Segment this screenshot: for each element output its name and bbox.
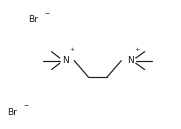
Text: −: −	[44, 10, 50, 15]
Text: −: −	[24, 103, 29, 108]
Text: Br: Br	[28, 15, 38, 25]
Text: Br: Br	[7, 108, 17, 117]
Text: +: +	[134, 47, 140, 52]
Text: N: N	[127, 56, 134, 65]
Text: N: N	[62, 56, 69, 65]
Text: +: +	[69, 47, 75, 52]
